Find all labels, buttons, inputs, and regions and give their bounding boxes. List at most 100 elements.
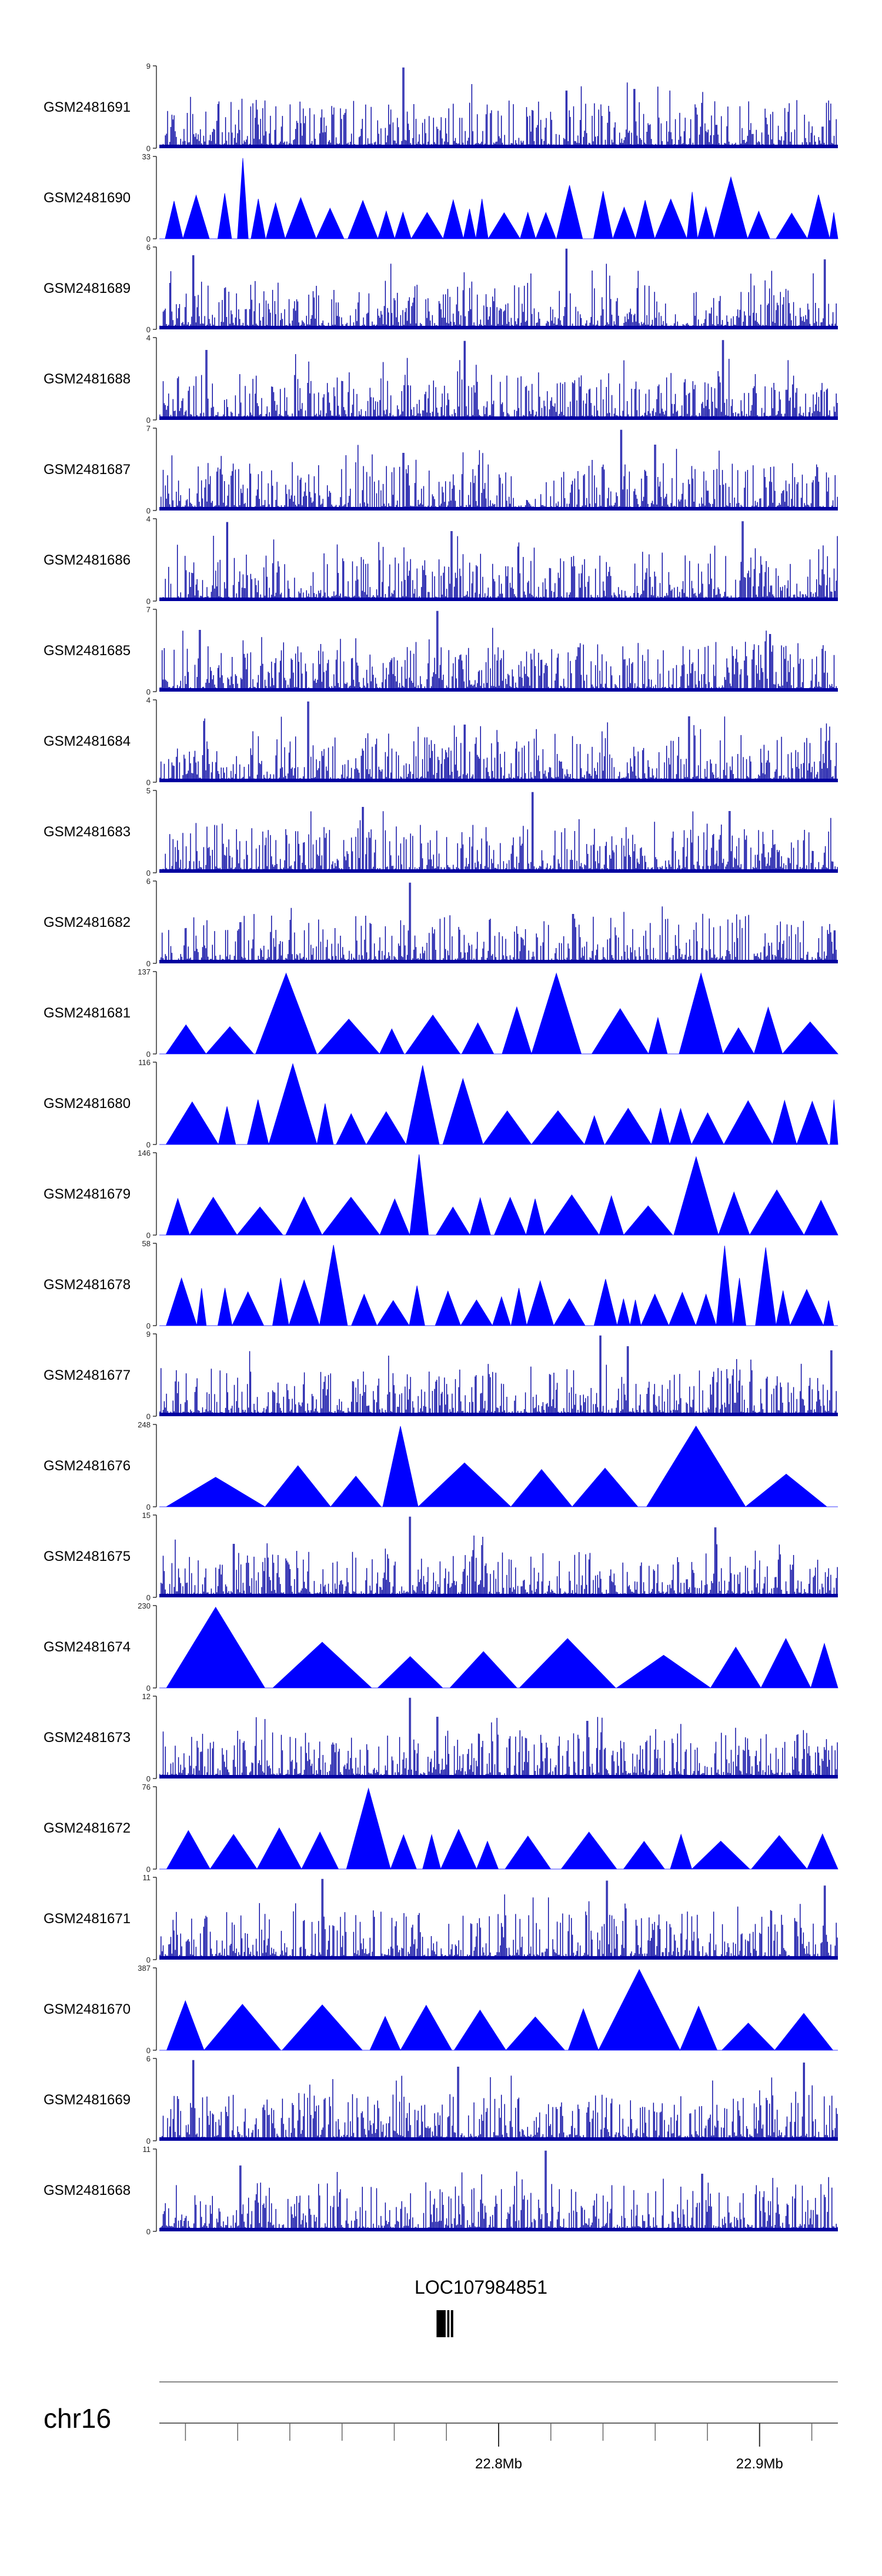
track-label: GSM2481672 — [44, 1820, 131, 1836]
y-min-label: 0 — [146, 1503, 151, 1511]
track-GSM2481678: GSM2481678 58 0 — [44, 1239, 838, 1330]
track-label: GSM2481680 — [44, 1096, 131, 1112]
y-max-label: 5 — [146, 786, 151, 795]
axis-tick-label: 22.9Mb — [736, 2456, 783, 2472]
y-max-label: 9 — [146, 1330, 151, 1339]
coverage-signal — [159, 1878, 838, 1960]
coverage-area — [159, 1154, 838, 1236]
y-max-label: 7 — [146, 605, 151, 614]
track-label: GSM2481686 — [44, 552, 131, 568]
coverage-signal — [159, 67, 838, 148]
y-min-label: 0 — [146, 325, 151, 334]
y-min-label: 0 — [146, 597, 151, 606]
y-min-label: 0 — [146, 144, 151, 153]
y-max-label: 33 — [142, 152, 151, 161]
track-GSM2481689: GSM2481689 6 0 — [44, 243, 838, 334]
track-label: GSM2481676 — [44, 1458, 131, 1474]
track-GSM2481686: GSM2481686 4 0 — [44, 515, 838, 606]
coverage-signal — [159, 340, 838, 420]
genome-axis: chr16 22.8Mb 22.9Mb — [44, 2381, 838, 2472]
gene-exon-2 — [447, 2310, 450, 2337]
y-min-label: 0 — [146, 1140, 151, 1149]
coverage-baseline — [159, 779, 838, 782]
gene-track: LOC107984851 — [415, 2277, 547, 2337]
y-max-label: 387 — [138, 1964, 151, 1973]
y-min-label: 0 — [146, 2137, 151, 2145]
track-label: GSM2481687 — [44, 462, 131, 478]
y-min-label: 0 — [146, 688, 151, 696]
y-max-label: 137 — [138, 967, 151, 976]
track-GSM2481675: GSM2481675 15 0 — [44, 1511, 838, 1602]
track-GSM2481677: GSM2481677 9 0 — [44, 1330, 838, 1421]
y-min-label: 0 — [146, 1774, 151, 1783]
coverage-baseline — [159, 507, 838, 510]
y-min-label: 0 — [146, 1050, 151, 1059]
coverage-baseline — [159, 1413, 838, 1416]
chromosome-label: chr16 — [44, 2403, 111, 2434]
track-label: GSM2481674 — [44, 1639, 131, 1655]
coverage-area — [159, 1244, 838, 1327]
track-GSM2481669: GSM2481669 6 0 — [44, 2054, 838, 2145]
track-label: GSM2481685 — [44, 643, 131, 659]
coverage-signal — [159, 701, 838, 782]
track-label: GSM2481678 — [44, 1277, 131, 1293]
coverage-signal — [159, 1335, 838, 1416]
y-min-label: 0 — [146, 506, 151, 515]
y-min-label: 0 — [146, 1684, 151, 1693]
y-max-label: 15 — [142, 1511, 151, 1520]
y-min-label: 0 — [146, 778, 151, 787]
axis-tick-label: 22.8Mb — [475, 2456, 522, 2472]
coverage-signal — [159, 882, 838, 963]
coverage-baseline — [159, 416, 838, 420]
coverage-area — [159, 1787, 838, 1870]
y-min-label: 0 — [146, 1322, 151, 1330]
track-label: GSM2481690 — [44, 190, 131, 206]
track-GSM2481680: GSM2481680 116 0 — [44, 1058, 838, 1149]
coverage-baseline — [159, 2228, 838, 2231]
coverage-signal — [159, 610, 838, 692]
y-max-label: 146 — [138, 1149, 151, 1157]
track-label: GSM2481673 — [44, 1730, 131, 1746]
coverage-baseline — [159, 688, 838, 692]
y-max-label: 230 — [138, 1601, 151, 1610]
y-min-label: 0 — [146, 1865, 151, 1874]
coverage-area — [159, 1426, 838, 1507]
track-label: GSM2481684 — [44, 733, 131, 749]
y-max-label: 6 — [146, 243, 151, 252]
coverage-area — [159, 1968, 838, 2051]
track-GSM2481679: GSM2481679 146 0 — [44, 1149, 838, 1240]
y-min-label: 0 — [146, 416, 151, 425]
coverage-signal — [159, 2060, 838, 2141]
y-max-label: 58 — [142, 1239, 151, 1248]
track-GSM2481683: GSM2481683 5 0 — [44, 786, 838, 877]
y-min-label: 0 — [146, 2046, 151, 2055]
y-min-label: 0 — [146, 1956, 151, 1964]
track-label: GSM2481675 — [44, 1549, 131, 1564]
y-max-label: 12 — [142, 1692, 151, 1701]
coverage-signal — [159, 792, 838, 873]
track-GSM2481672: GSM2481672 76 0 — [44, 1783, 838, 1874]
y-min-label: 0 — [146, 2227, 151, 2236]
track-label: GSM2481677 — [44, 1367, 131, 1383]
track-GSM2481674: GSM2481674 230 0 — [44, 1601, 838, 1693]
y-min-label: 0 — [146, 1412, 151, 1421]
coverage-signal — [159, 1697, 838, 1778]
gene-exon-3 — [450, 2310, 453, 2337]
track-GSM2481681: GSM2481681 137 0 — [44, 967, 838, 1059]
coverage-signal — [159, 429, 838, 510]
coverage-signal — [159, 1516, 838, 1597]
track-GSM2481685: GSM2481685 7 0 — [44, 605, 838, 696]
y-min-label: 0 — [146, 1593, 151, 1602]
coverage-baseline — [159, 1594, 838, 1597]
gene-exon-1 — [436, 2310, 446, 2337]
coverage-baseline — [159, 2137, 838, 2141]
gene-label: LOC107984851 — [415, 2277, 547, 2298]
track-GSM2481688: GSM2481688 4 0 — [44, 333, 838, 425]
track-GSM2481673: GSM2481673 12 0 — [44, 1692, 838, 1783]
track-GSM2481670: GSM2481670 387 0 — [44, 1964, 838, 2055]
coverage-area — [159, 1607, 838, 1689]
coverage-area — [159, 972, 838, 1055]
track-label: GSM2481670 — [44, 2001, 131, 2017]
y-min-label: 0 — [146, 959, 151, 968]
